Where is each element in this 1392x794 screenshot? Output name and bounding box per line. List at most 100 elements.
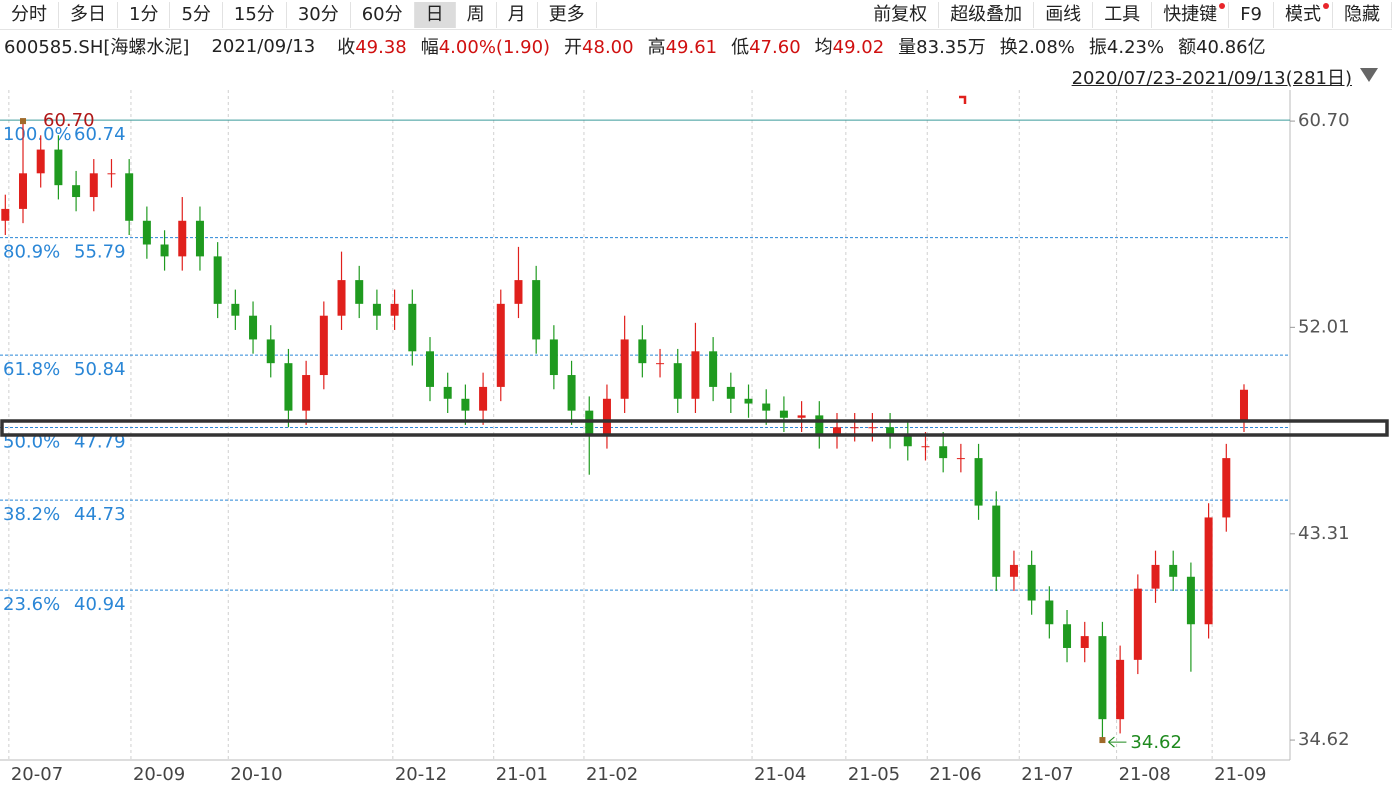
tool-button[interactable]: 前复权: [862, 1, 940, 28]
fib-value: 60.74: [74, 124, 126, 145]
field-value: 49.61: [665, 37, 718, 58]
fib-percent: 61.8%: [3, 359, 60, 380]
x-tick-label: 21-01: [496, 764, 548, 785]
toolbar: 分时 多日 1分 5分 15分 30分 60分日周月更多 前复权 超级叠加 画线 工具 快捷键 F9 模…: [0, 0, 1392, 30]
fib-percent: 23.6%: [3, 594, 60, 615]
candle-body: [125, 173, 134, 221]
quote-field: 振4.23%: [1089, 33, 1164, 59]
field-label: 振: [1088, 37, 1107, 58]
y-tick-label: 52.01: [1298, 316, 1350, 337]
candle-body: [1239, 389, 1248, 423]
candle-body: [249, 315, 258, 340]
period-tab[interactable]: 月: [497, 1, 538, 28]
x-tick-label: 20-10: [230, 764, 282, 785]
candle-body: [638, 339, 647, 364]
period-tab[interactable]: 30分: [287, 1, 351, 28]
candle-body: [1, 208, 10, 221]
highlight-box: [0, 419, 1389, 437]
candle-body: [514, 280, 523, 304]
candle-body: [549, 339, 558, 376]
candle-body: [213, 256, 222, 304]
candle-body: [142, 220, 151, 245]
max-label: 60.70: [43, 110, 95, 131]
period-tab[interactable]: 多日: [59, 1, 118, 28]
y-tick-label: 43.31: [1298, 523, 1350, 544]
fib-value: 55.79: [74, 242, 126, 263]
candle-body: [355, 280, 364, 304]
candle-body: [779, 410, 788, 418]
x-tick-label: 21-07: [1021, 764, 1073, 785]
candle-body: [302, 375, 311, 411]
period-tab[interactable]: 15分: [223, 1, 287, 28]
field-label: 开: [564, 37, 583, 58]
date-range[interactable]: 2020/07/23-2021/09/13(281日): [1071, 68, 1352, 89]
tool-button[interactable]: 模式: [1274, 1, 1333, 28]
candle-body: [850, 427, 859, 429]
y-tick-label: 34.62: [1298, 729, 1350, 750]
field-value: 2.08%: [1017, 37, 1075, 58]
candle-body: [620, 339, 629, 399]
candle-body: [319, 315, 328, 376]
quote-field: 开48.00: [564, 33, 634, 59]
x-tick-label: 20-07: [11, 764, 63, 785]
candle-body: [903, 434, 912, 447]
tool-button[interactable]: 超级叠加: [939, 1, 1035, 28]
candle-body: [602, 398, 611, 435]
field-label: 低: [731, 37, 750, 58]
candle-body: [337, 280, 346, 316]
candle-body: [1204, 517, 1213, 625]
candle-body: [1151, 564, 1160, 589]
candle-body: [160, 244, 169, 257]
tool-button[interactable]: F9: [1229, 1, 1274, 28]
candle-body: [656, 363, 665, 365]
field-label: 收: [337, 37, 356, 58]
candle-body: [1080, 636, 1089, 648]
candle-body: [744, 398, 753, 404]
fib-percent: 38.2%: [3, 504, 60, 525]
min-label: 34.62: [1130, 732, 1182, 753]
period-tab[interactable]: 周: [456, 1, 497, 28]
candle-body: [496, 303, 505, 387]
field-value: 48.00: [582, 37, 634, 58]
candle-body: [797, 415, 806, 418]
period-tab[interactable]: 更多: [538, 1, 597, 28]
period-tab[interactable]: 日: [414, 1, 456, 28]
candle-body: [1009, 564, 1018, 577]
field-value: 4.23%: [1106, 37, 1165, 58]
tool-button[interactable]: 快捷键: [1152, 1, 1230, 28]
field-label: 换: [999, 37, 1018, 58]
period-tab[interactable]: 1分: [118, 1, 171, 28]
period-tab[interactable]: 60分: [351, 1, 415, 28]
period-tab[interactable]: 5分: [170, 1, 223, 28]
candle-body: [1133, 588, 1142, 660]
candle-body: [479, 386, 488, 411]
range-dropdown[interactable]: [1360, 68, 1378, 82]
candle-body: [956, 458, 965, 460]
tool-button[interactable]: 工具: [1093, 1, 1153, 28]
candle-body: [1186, 576, 1195, 625]
candle-body: [921, 446, 930, 448]
x-tick-label: 21-04: [754, 764, 806, 785]
field-label: 均: [814, 37, 833, 58]
candle-body: [726, 386, 735, 399]
x-tick-label: 21-02: [586, 764, 638, 785]
tool-buttons: 前复权 超级叠加 画线 工具 快捷键 F9 模式 隐藏: [862, 0, 1392, 29]
candle-body: [443, 386, 452, 399]
candle-body: [19, 173, 28, 209]
field-value: 83.35万: [916, 37, 986, 58]
fib-value: 50.84: [74, 359, 126, 380]
field-label: 幅: [420, 37, 439, 58]
quote-info: 600585.SH[海螺水泥] 2021/09/13 收49.38 幅4.00%(…: [4, 32, 1280, 60]
x-tick-label: 20-12: [395, 764, 447, 785]
x-tick-label: 20-09: [133, 764, 185, 785]
candle-body: [939, 446, 948, 459]
tool-button[interactable]: 画线: [1034, 1, 1094, 28]
field-label: 额: [1178, 37, 1197, 58]
quote-field: 收49.38: [337, 33, 407, 59]
fib-percent: 100.0%: [3, 124, 72, 145]
badge-dot: [1219, 2, 1226, 9]
field-value: 49.02: [832, 37, 885, 58]
period-tab[interactable]: 分时: [0, 1, 59, 28]
symbol: 600585.SH[海螺水泥]: [4, 37, 190, 58]
fib-percent: 80.9%: [3, 242, 60, 263]
